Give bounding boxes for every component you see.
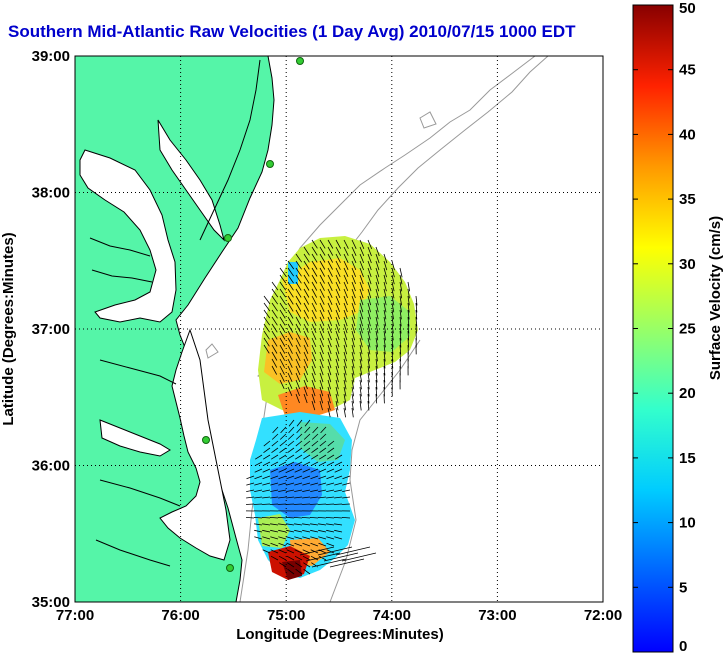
x-tick-label: 77:00 [56, 607, 94, 624]
velocity-patch [282, 258, 370, 322]
x-tick-label: 76:00 [161, 607, 199, 624]
colorbar-tick-label: 20 [679, 385, 696, 402]
colorbar-tick-label: 15 [679, 450, 696, 467]
plot-frame [74, 55, 604, 603]
colorbar-tick-label: 0 [679, 638, 687, 655]
y-tick-label: 36:00 [32, 458, 70, 475]
y-tick-label: 38:00 [32, 185, 70, 202]
x-tick-label: 74:00 [373, 607, 411, 624]
y-axis: 39:00 38:00 37:00 36:00 35:00 Latitude (… [0, 48, 70, 611]
x-tick-label: 72:00 [584, 607, 622, 624]
station-marker [202, 436, 210, 444]
station-marker [226, 564, 234, 572]
grid-lines [75, 56, 603, 602]
coastline-details [89, 59, 261, 567]
colorbar-tick-label: 5 [679, 579, 687, 596]
y-tick-label: 39:00 [32, 48, 70, 65]
station-marker [266, 160, 274, 168]
colorbar-tick-label: 10 [679, 515, 696, 532]
colorbar-gradient [632, 4, 674, 653]
velocity-patch [282, 560, 302, 580]
colorbar-tick-label: 30 [679, 256, 696, 273]
station-marker [224, 234, 232, 242]
colorbar-tick-label: 45 [679, 62, 696, 79]
colorbar-label: Surface Velocity (cm/s) [707, 216, 724, 380]
x-axis: 77:00 76:00 75:00 74:00 73:00 72:00 Long… [56, 607, 622, 643]
x-axis-label: Longitude (Degrees:Minutes) [236, 626, 444, 643]
velocity-patch [300, 422, 345, 462]
x-tick-label: 75:00 [267, 607, 305, 624]
colorbar-tick-label: 50 [679, 0, 696, 17]
colorbar-tick-label: 40 [679, 126, 696, 143]
y-axis-label: Latitude (Degrees:Minutes) [0, 232, 17, 425]
radar-stations [202, 57, 304, 572]
y-tick-label: 37:00 [32, 321, 70, 338]
map-title: Southern Mid-Atlantic Raw Velocities (1 … [8, 22, 576, 41]
x-tick-label: 73:00 [478, 607, 516, 624]
colorbar-tick-label: 25 [679, 321, 696, 338]
colorbar: 0 5 10 15 20 25 30 35 40 45 50 Surface Velocity (c… [632, 0, 724, 655]
y-tick-label: 35:00 [32, 594, 70, 611]
arrow-strokes [245, 239, 418, 575]
velocity-patch [288, 262, 298, 284]
colorbar-tick-label: 35 [679, 191, 696, 208]
colorbar-ticks: 0 5 10 15 20 25 30 35 40 45 50 [633, 0, 696, 655]
station-marker [296, 57, 304, 65]
velocity-arrows [245, 239, 418, 575]
